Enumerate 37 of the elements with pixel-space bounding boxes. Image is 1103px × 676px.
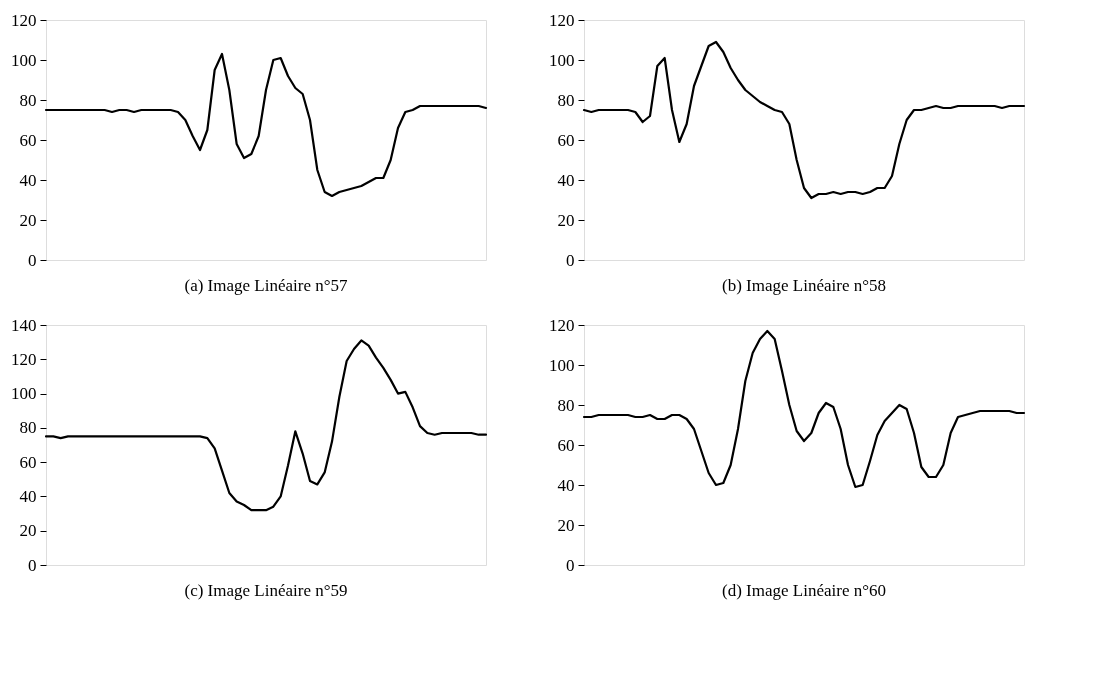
y-tick-label: 100 xyxy=(549,355,575,375)
y-tick-label: 20 xyxy=(19,210,37,230)
y-tick-label: 0 xyxy=(566,555,575,575)
y-tick-label: 40 xyxy=(19,486,37,506)
y-tick-label: 40 xyxy=(19,170,37,190)
y-tick-label: 60 xyxy=(557,130,575,150)
y-tick-label: 40 xyxy=(557,475,575,495)
y-tick-label: 20 xyxy=(557,210,575,230)
y-tick-label: 120 xyxy=(549,315,575,335)
y-tick-label: 0 xyxy=(566,250,575,270)
y-tick-label: 60 xyxy=(19,452,37,472)
line-series xyxy=(582,329,1026,489)
y-tick-label: 80 xyxy=(557,90,575,110)
y-tick-label: 120 xyxy=(549,10,575,30)
y-tick-label: 20 xyxy=(19,521,37,541)
y-tick-label: 20 xyxy=(557,515,575,535)
line-series xyxy=(582,40,1026,200)
y-tick-label: 60 xyxy=(557,435,575,455)
y-tick-label: 40 xyxy=(557,170,575,190)
y-tick-label: 100 xyxy=(11,50,37,70)
text: (c) Image Linéaire n°59 xyxy=(184,581,348,600)
line-series xyxy=(44,52,488,198)
y-tick-label: 0 xyxy=(28,250,37,270)
y-tick-label: 0 xyxy=(28,555,37,575)
y-tick-label: 140 xyxy=(11,315,37,335)
line-series xyxy=(44,339,488,512)
y-tick-label: 120 xyxy=(11,349,37,369)
y-tick-label: 80 xyxy=(19,90,37,110)
text: (b) Image Linéaire n°58 xyxy=(722,276,886,295)
y-tick-label: 80 xyxy=(19,418,37,438)
text: (a) Image Linéaire n°57 xyxy=(184,276,348,295)
y-tick-label: 120 xyxy=(11,10,37,30)
y-tick-label: 60 xyxy=(19,130,37,150)
y-tick-label: 100 xyxy=(11,384,37,404)
y-tick-label: 80 xyxy=(557,395,575,415)
text: (d) Image Linéaire n°60 xyxy=(722,581,886,600)
y-tick-label: 100 xyxy=(549,50,575,70)
